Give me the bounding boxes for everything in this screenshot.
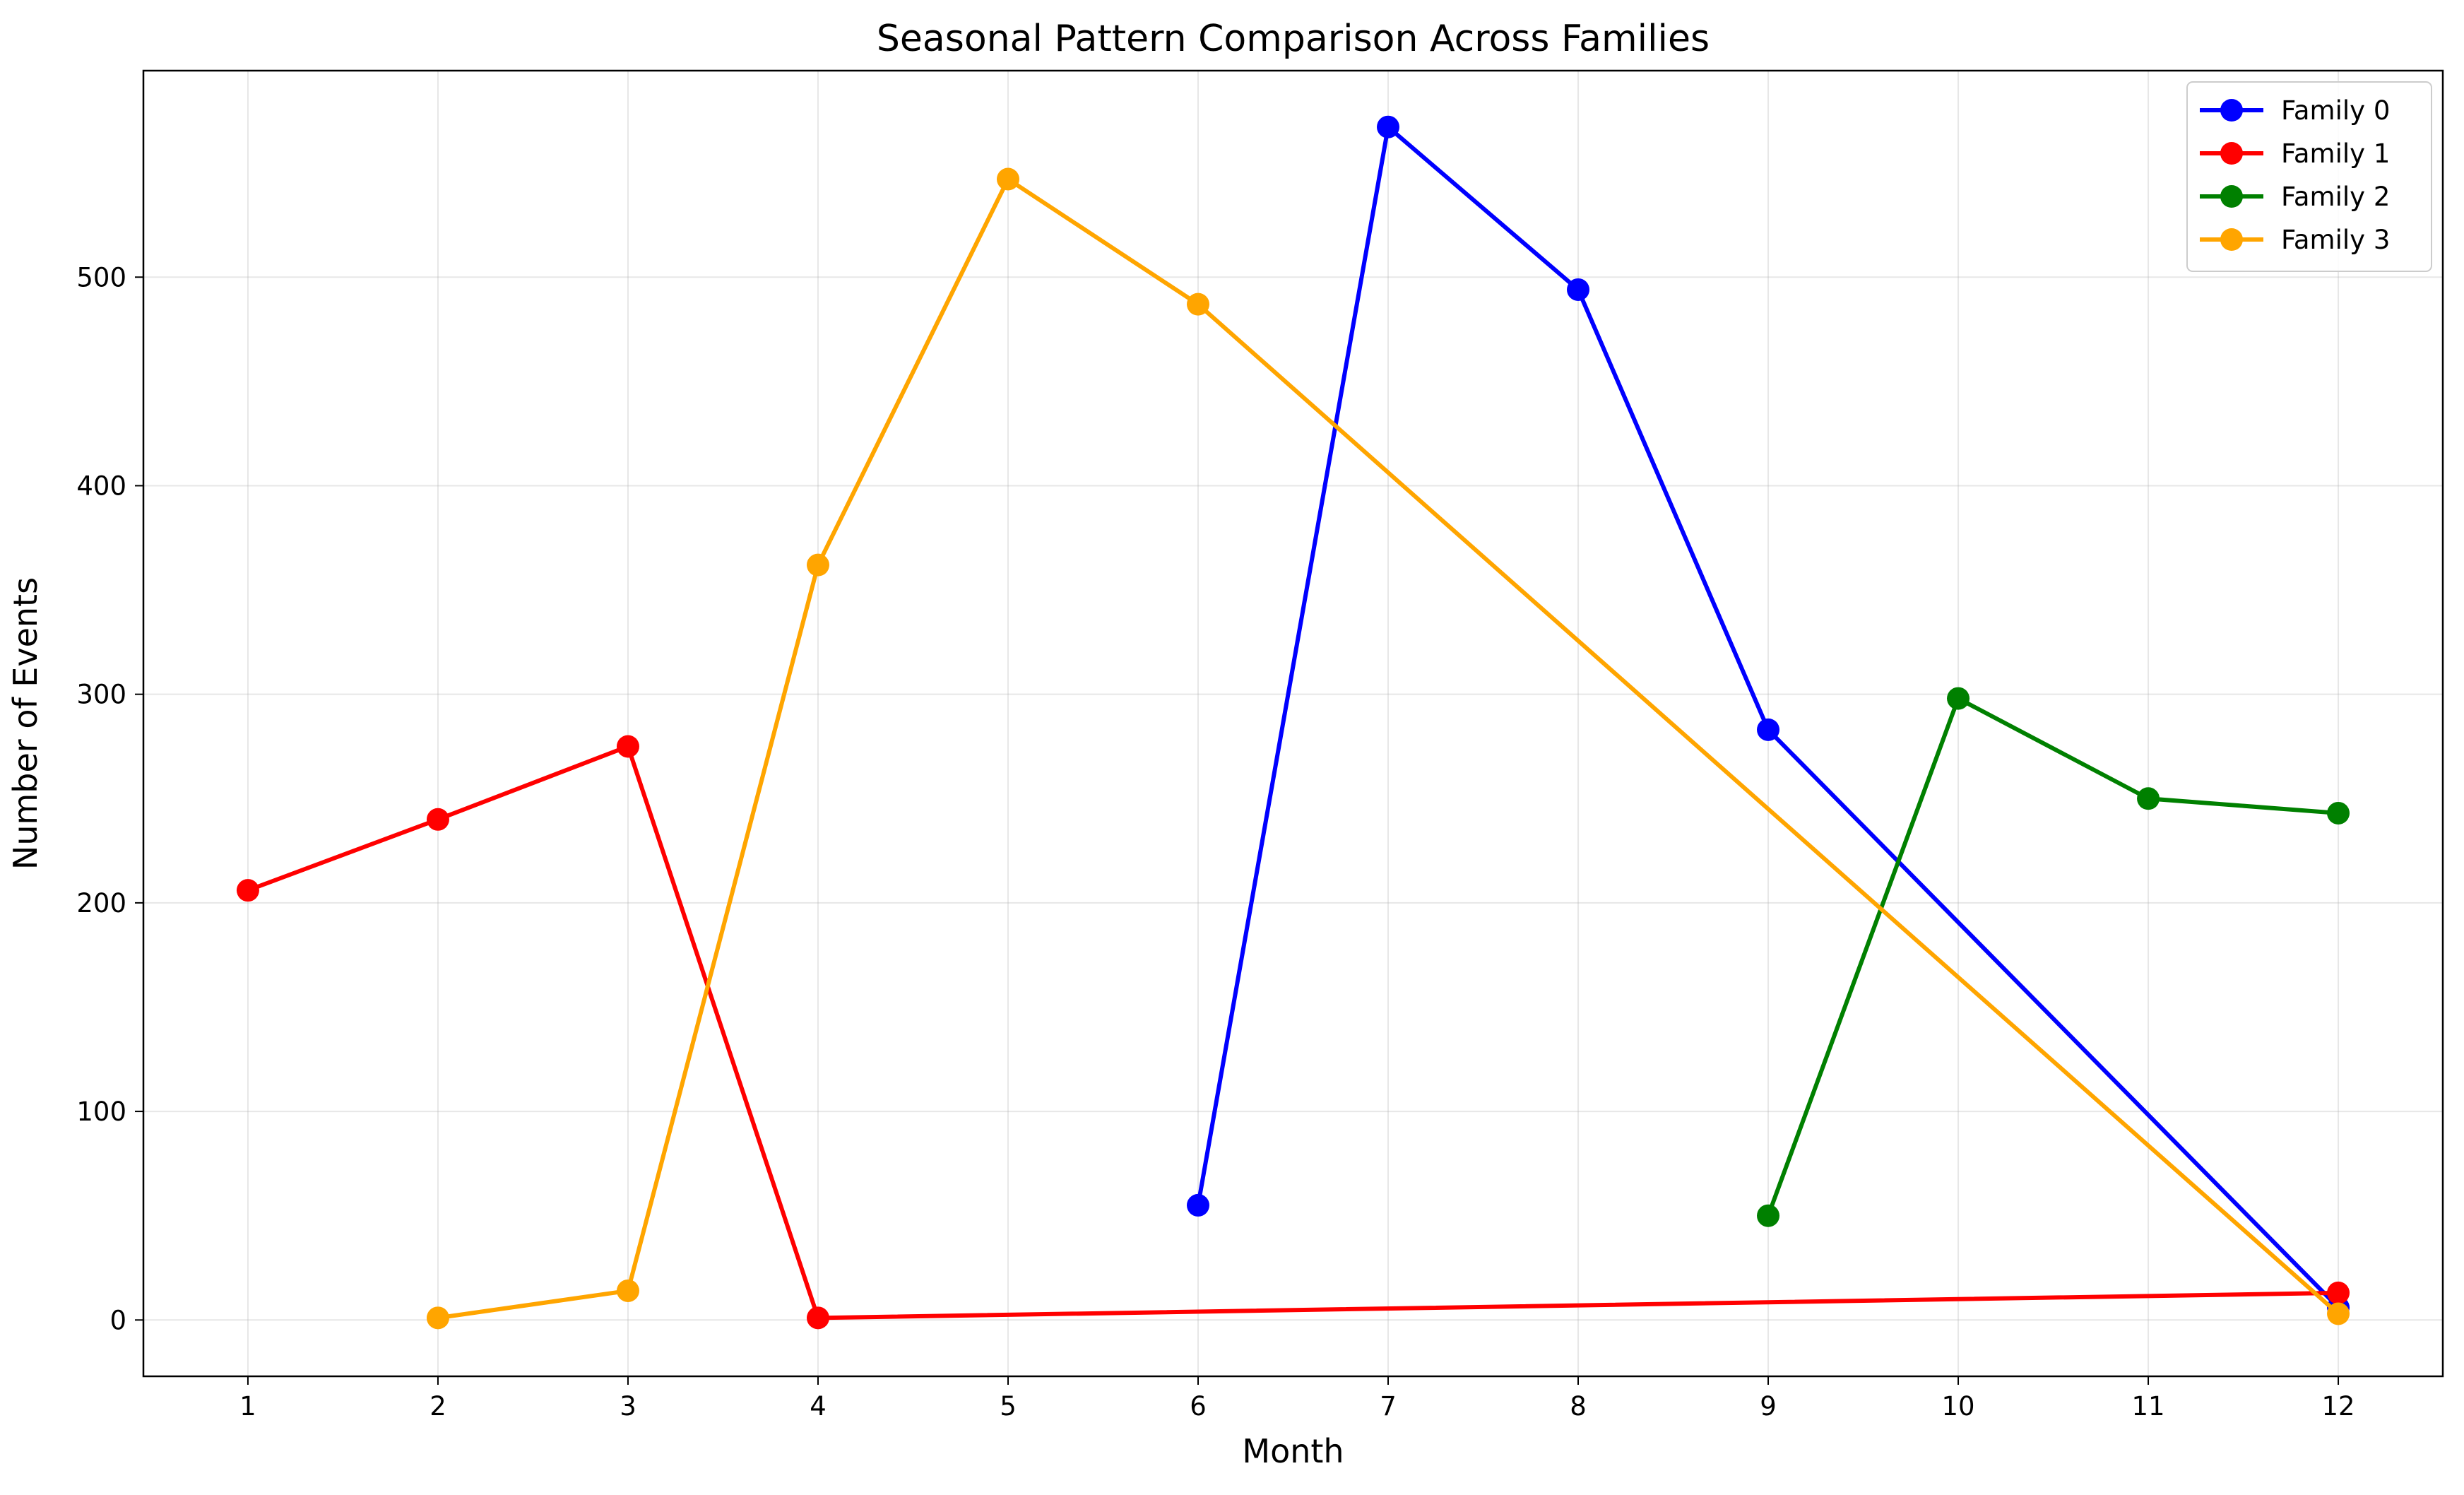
data-point-family-2 xyxy=(1947,687,1970,710)
y-tick-label: 400 xyxy=(76,471,126,501)
chart-title: Seasonal Pattern Comparison Across Famil… xyxy=(877,18,1710,60)
x-tick-label: 9 xyxy=(1760,1391,1777,1422)
series-family-1 xyxy=(236,735,2350,1330)
legend-marker-family-0 xyxy=(2220,99,2243,122)
data-point-family-2 xyxy=(1757,1204,1780,1227)
y-tick-label: 200 xyxy=(76,888,126,918)
data-point-family-0 xyxy=(1377,115,1400,138)
legend-item-family-1: Family 1 xyxy=(2200,138,2390,169)
legend-item-family-2: Family 2 xyxy=(2200,182,2390,212)
series-line-family-3 xyxy=(435,177,2342,1320)
legend-marker-family-2 xyxy=(2220,185,2243,208)
x-tick-label: 11 xyxy=(2131,1391,2164,1422)
x-tick-label: 12 xyxy=(2321,1391,2355,1422)
series-layer xyxy=(236,115,2350,1330)
x-tick-label: 5 xyxy=(1000,1391,1017,1422)
data-point-family-3 xyxy=(426,1306,449,1330)
data-point-family-0 xyxy=(1757,718,1780,741)
data-point-family-0 xyxy=(1186,1193,1209,1217)
y-tick-label: 100 xyxy=(76,1097,126,1127)
data-point-family-2 xyxy=(2327,801,2350,825)
x-tick-label: 1 xyxy=(239,1391,256,1422)
series-family-2 xyxy=(1757,687,2350,1227)
x-tick-label: 8 xyxy=(1570,1391,1587,1422)
legend-marker-family-1 xyxy=(2220,142,2243,165)
data-point-family-1 xyxy=(2327,1281,2350,1304)
x-tick-label: 7 xyxy=(1380,1391,1397,1422)
data-point-family-3 xyxy=(2327,1302,2350,1325)
legend-item-family-0: Family 0 xyxy=(2200,95,2390,126)
legend: Family 0 Family 1 Family 2 Family 3 xyxy=(2186,81,2432,272)
legend-box xyxy=(2186,81,2432,272)
data-point-family-1 xyxy=(236,879,259,902)
data-point-family-1 xyxy=(616,735,639,758)
legend-label-family-1: Family 1 xyxy=(2281,138,2390,169)
x-tick-label: 4 xyxy=(810,1391,827,1422)
legend-label-family-3: Family 3 xyxy=(2281,225,2390,255)
data-point-family-3 xyxy=(1186,292,1209,316)
data-point-family-1 xyxy=(806,1306,829,1330)
x-tick-label: 3 xyxy=(620,1391,636,1422)
y-axis-label: Number of Events xyxy=(6,577,45,870)
data-point-family-0 xyxy=(1567,278,1590,301)
data-point-family-1 xyxy=(426,808,449,831)
legend-label-family-0: Family 0 xyxy=(2281,95,2390,126)
y-tick-label: 300 xyxy=(76,680,126,710)
x-tick-label: 2 xyxy=(430,1391,446,1422)
series-family-3 xyxy=(426,167,2350,1330)
grid xyxy=(143,71,2443,1376)
series-line-family-2 xyxy=(1765,696,2341,1219)
data-point-family-2 xyxy=(2137,787,2160,810)
x-axis-label: Month xyxy=(1242,1432,1344,1470)
data-point-family-3 xyxy=(806,553,829,577)
data-point-family-3 xyxy=(996,167,1019,191)
legend-item-family-3: Family 3 xyxy=(2200,225,2390,255)
legend-label-family-2: Family 2 xyxy=(2281,182,2390,212)
x-tick-label: 6 xyxy=(1190,1391,1207,1422)
x-tick-label: 10 xyxy=(1941,1391,1974,1422)
y-tick-label: 500 xyxy=(76,262,126,292)
y-tick-label: 0 xyxy=(109,1305,126,1335)
data-point-family-3 xyxy=(616,1279,639,1302)
legend-marker-family-3 xyxy=(2220,228,2243,251)
plot-frame xyxy=(142,69,2444,1378)
